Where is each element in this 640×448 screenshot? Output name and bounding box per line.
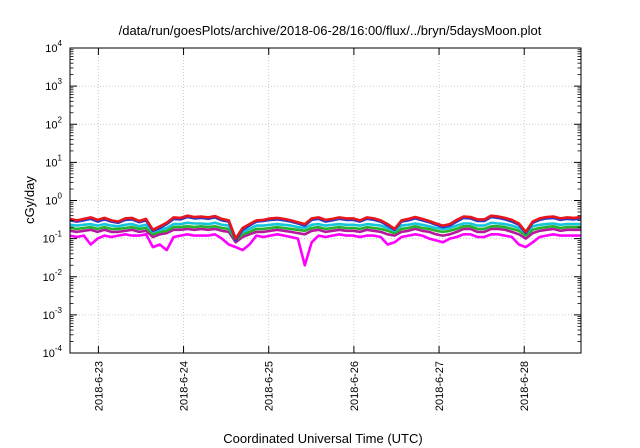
y-tick-exponent: -1 bbox=[55, 230, 63, 239]
axes bbox=[69, 47, 582, 354]
y-tick-label: 104 bbox=[45, 39, 62, 55]
x-tick-label: 2018-6-25 bbox=[264, 361, 276, 411]
y-tick-base: 10 bbox=[43, 272, 55, 284]
series-line bbox=[69, 233, 581, 267]
y-tick-base: 10 bbox=[45, 196, 57, 208]
plot-frame bbox=[69, 47, 582, 354]
y-tick-label: 10-3 bbox=[43, 306, 63, 322]
y-tick-exponent: 3 bbox=[58, 77, 63, 86]
grid-lines bbox=[70, 48, 581, 353]
y-tick-exponent: -2 bbox=[55, 268, 63, 277]
y-tick-label: 10-4 bbox=[43, 344, 63, 360]
series-line bbox=[69, 225, 581, 242]
y-tick-base: 10 bbox=[45, 43, 57, 55]
x-tick-labels: 2018-6-23 2018-6-24 2018-6-25 2018-6-26 2018… bbox=[93, 361, 531, 411]
y-tick-exponent: 0 bbox=[58, 192, 63, 201]
x-tick-label: 2018-6-28 bbox=[519, 361, 531, 411]
y-tick-base: 10 bbox=[43, 234, 55, 246]
x-tick-label: 2018-6-24 bbox=[179, 361, 191, 411]
y-tick-label: 100 bbox=[45, 192, 62, 208]
y-tick-base: 10 bbox=[43, 310, 55, 322]
y-tick-base: 10 bbox=[43, 348, 55, 360]
y-tick-label: 10-2 bbox=[43, 268, 63, 284]
x-tick-label: 2018-6-23 bbox=[93, 361, 105, 411]
x-axis-label: Coordinated Universal Time (UTC) bbox=[223, 431, 422, 446]
y-tick-base: 10 bbox=[45, 157, 57, 169]
y-tick-base: 10 bbox=[45, 119, 57, 131]
chart-title: /data/run/goesPlots/archive/2018-06-28/1… bbox=[119, 23, 542, 38]
y-tick-exponent: -4 bbox=[55, 344, 63, 353]
y-tick-exponent: -3 bbox=[55, 306, 63, 315]
y-tick-label: 103 bbox=[45, 77, 62, 93]
series-line bbox=[69, 227, 581, 244]
series-layer bbox=[69, 214, 582, 267]
y-axis-label: cGy/day bbox=[22, 176, 37, 224]
y-tick-base: 10 bbox=[45, 81, 57, 93]
y-tick-exponent: 1 bbox=[58, 153, 63, 162]
y-tick-exponent: 2 bbox=[58, 115, 63, 124]
series-line bbox=[69, 214, 582, 240]
y-tick-label: 102 bbox=[45, 115, 62, 131]
x-tick-label: 2018-6-27 bbox=[434, 361, 446, 411]
y-tick-exponent: 4 bbox=[58, 39, 63, 48]
y-tick-label: 10-1 bbox=[43, 230, 63, 246]
y-tick-label: 101 bbox=[45, 153, 62, 169]
x-tick-label: 2018-6-26 bbox=[349, 361, 361, 411]
